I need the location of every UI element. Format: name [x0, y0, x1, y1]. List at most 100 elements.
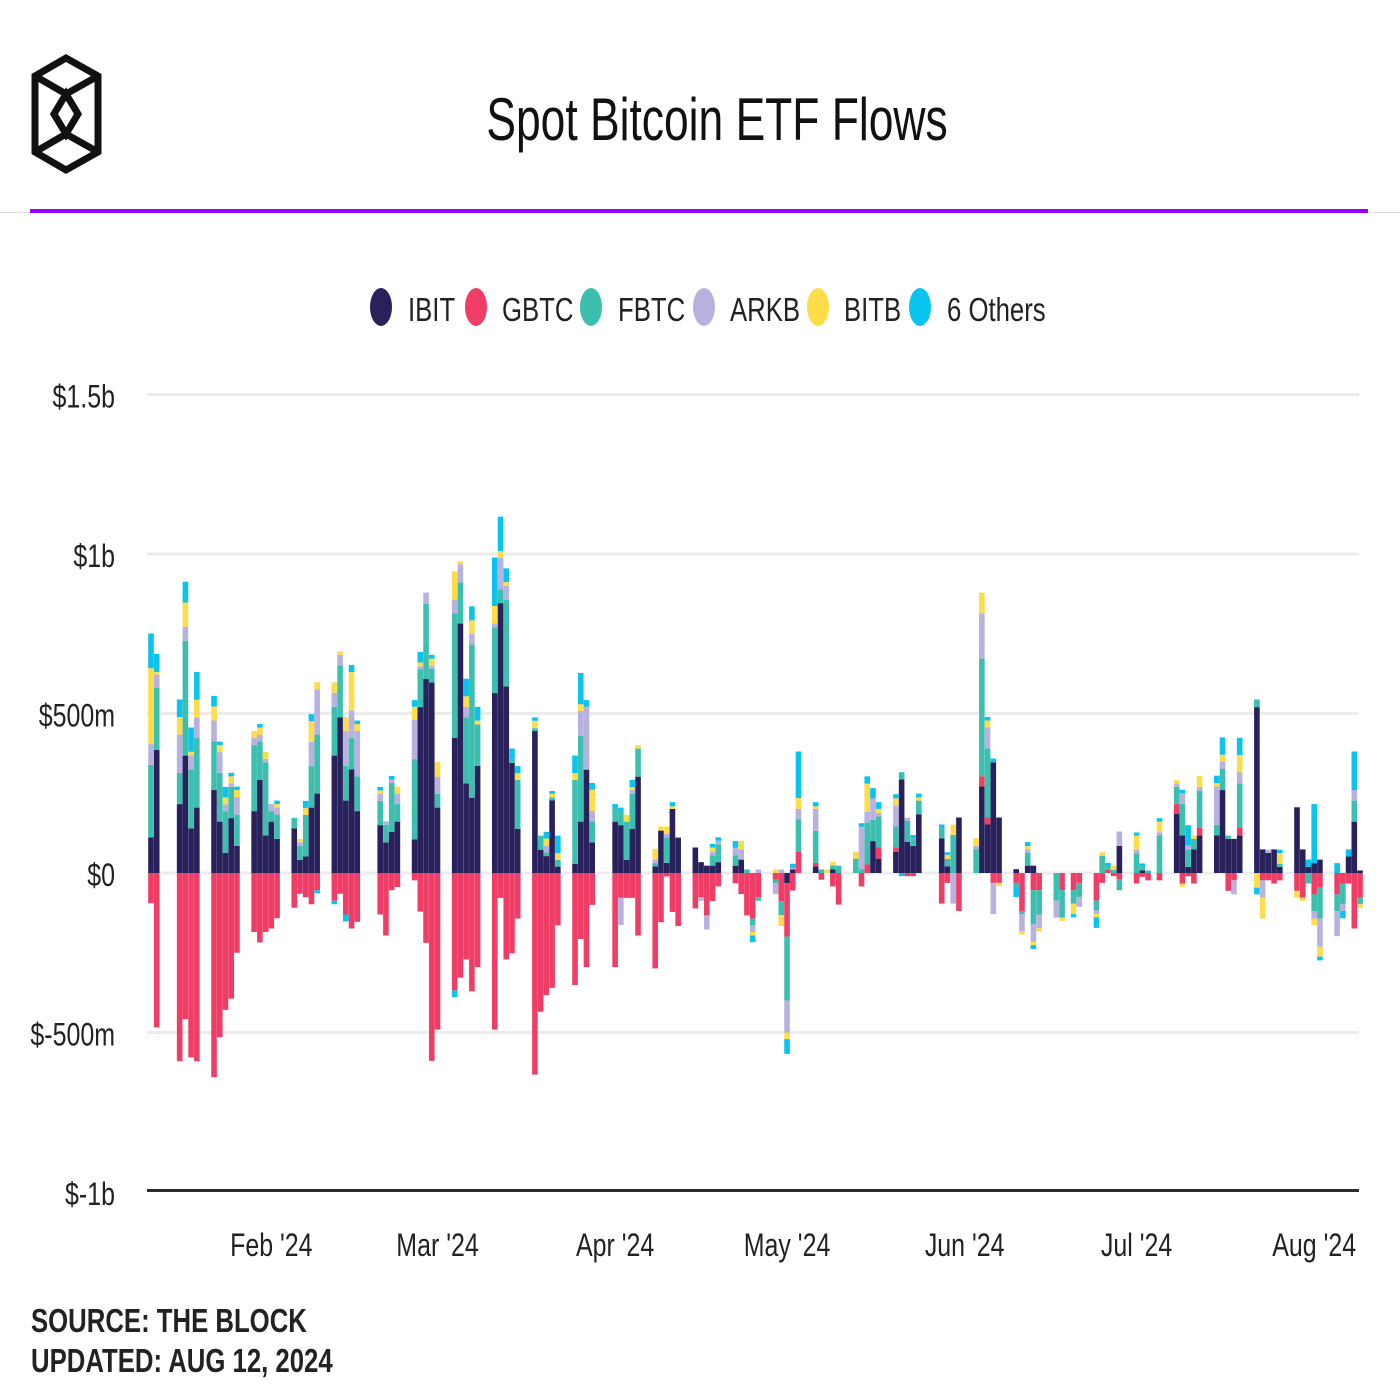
- bar-group[interactable]: [1099, 852, 1105, 883]
- bar-group[interactable]: [428, 654, 435, 1061]
- bar-group[interactable]: [451, 571, 458, 998]
- bar-group[interactable]: [898, 772, 905, 877]
- bar-group[interactable]: [1053, 873, 1060, 918]
- bar-group[interactable]: [234, 786, 240, 953]
- bar-group[interactable]: [1311, 804, 1317, 926]
- bar-group[interactable]: [268, 804, 275, 929]
- bar-group[interactable]: [274, 800, 280, 919]
- bar-group[interactable]: [532, 717, 538, 1075]
- bar-group[interactable]: [1156, 818, 1163, 881]
- bar-group[interactable]: [1277, 849, 1283, 881]
- bar-group[interactable]: [503, 568, 510, 960]
- bar-group[interactable]: [1185, 825, 1191, 877]
- bar-group[interactable]: [291, 817, 298, 908]
- bar-group[interactable]: [463, 678, 469, 960]
- bar-group[interactable]: [1294, 807, 1300, 898]
- bar-group[interactable]: [1334, 863, 1340, 937]
- bar-group[interactable]: [732, 841, 739, 884]
- bar-group[interactable]: [824, 869, 830, 873]
- bar-group[interactable]: [251, 731, 257, 933]
- bar-group[interactable]: [669, 802, 676, 912]
- bar-group[interactable]: [698, 862, 704, 901]
- bar-group[interactable]: [148, 633, 154, 904]
- bar-group[interactable]: [979, 592, 985, 873]
- bar-group[interactable]: [302, 800, 309, 898]
- bar-group[interactable]: [417, 651, 424, 912]
- bar-group[interactable]: [348, 665, 355, 929]
- bar-group[interactable]: [1299, 849, 1306, 901]
- bar-group[interactable]: [514, 766, 521, 919]
- bar-group[interactable]: [423, 592, 429, 943]
- bar-group[interactable]: [658, 826, 664, 923]
- bar-group[interactable]: [411, 700, 418, 881]
- bar-group[interactable]: [612, 804, 618, 968]
- bar-group[interactable]: [1116, 831, 1123, 891]
- bar-group[interactable]: [812, 802, 819, 873]
- bar-group[interactable]: [1076, 873, 1083, 907]
- bar-group[interactable]: [537, 835, 544, 1012]
- legend-item-gbtc[interactable]: GBTC: [465, 288, 573, 329]
- bar-group[interactable]: [910, 835, 916, 877]
- bar-group[interactable]: [194, 672, 200, 1062]
- bar-group[interactable]: [635, 745, 641, 936]
- bar-group[interactable]: [1225, 835, 1232, 891]
- bar-group[interactable]: [1357, 870, 1363, 908]
- bar-group[interactable]: [1231, 838, 1237, 895]
- bar-group[interactable]: [314, 682, 320, 894]
- bar-group[interactable]: [377, 786, 383, 915]
- bar-group[interactable]: [549, 791, 555, 988]
- bar-group[interactable]: [1173, 780, 1180, 873]
- bar-group[interactable]: [543, 831, 550, 996]
- bar-group[interactable]: [297, 838, 303, 894]
- bar-group[interactable]: [744, 869, 750, 916]
- bar-group[interactable]: [1259, 849, 1266, 919]
- bar-group[interactable]: [858, 823, 865, 887]
- bar-group[interactable]: [893, 794, 899, 873]
- bar-group[interactable]: [1133, 832, 1140, 884]
- bar-group[interactable]: [950, 824, 956, 904]
- bar-group[interactable]: [956, 817, 962, 911]
- bar-group[interactable]: [434, 761, 441, 1030]
- bar-group[interactable]: [738, 840, 744, 895]
- bar-group[interactable]: [852, 851, 859, 873]
- bar-group[interactable]: [188, 727, 194, 1058]
- legend-item-others[interactable]: 6 Others: [909, 288, 1046, 329]
- bar-group[interactable]: [1345, 849, 1352, 884]
- bar-group[interactable]: [818, 869, 825, 880]
- bar-group[interactable]: [870, 788, 876, 873]
- bar-group[interactable]: [618, 807, 624, 925]
- bar-group[interactable]: [973, 838, 979, 873]
- bar-group[interactable]: [1070, 873, 1077, 918]
- bar-group[interactable]: [583, 700, 590, 968]
- bar-group[interactable]: [1036, 873, 1042, 932]
- bar-group[interactable]: [1236, 737, 1243, 873]
- bar-group[interactable]: [1340, 873, 1346, 919]
- bar-group[interactable]: [589, 783, 596, 905]
- bar-group[interactable]: [1024, 842, 1031, 873]
- bar-group[interactable]: [996, 817, 1002, 887]
- bar-group[interactable]: [1013, 869, 1020, 897]
- bar-group[interactable]: [623, 814, 630, 898]
- bar-group[interactable]: [1059, 873, 1065, 921]
- bar-group[interactable]: [715, 837, 722, 887]
- bar-group[interactable]: [1030, 865, 1037, 949]
- bar-group[interactable]: [652, 848, 659, 969]
- bar-group[interactable]: [875, 802, 882, 873]
- bar-group[interactable]: [337, 651, 343, 894]
- bar-group[interactable]: [394, 786, 401, 888]
- bar-group[interactable]: [629, 779, 636, 898]
- bar-group[interactable]: [182, 581, 189, 1020]
- bar-group[interactable]: [1110, 865, 1117, 877]
- bar-group[interactable]: [1093, 873, 1100, 928]
- bar-group[interactable]: [755, 869, 762, 901]
- legend-item-arkb[interactable]: ARKB: [693, 288, 800, 329]
- bar-group[interactable]: [211, 695, 217, 1078]
- bar-group[interactable]: [1271, 849, 1277, 884]
- legend-item-fbtc[interactable]: FBTC: [580, 288, 685, 329]
- bar-group[interactable]: [577, 672, 584, 940]
- bar-group[interactable]: [704, 865, 710, 930]
- bar-group[interactable]: [1179, 789, 1186, 887]
- bar-group[interactable]: [509, 748, 515, 954]
- bar-group[interactable]: [1213, 775, 1220, 873]
- bar-group[interactable]: [835, 865, 842, 905]
